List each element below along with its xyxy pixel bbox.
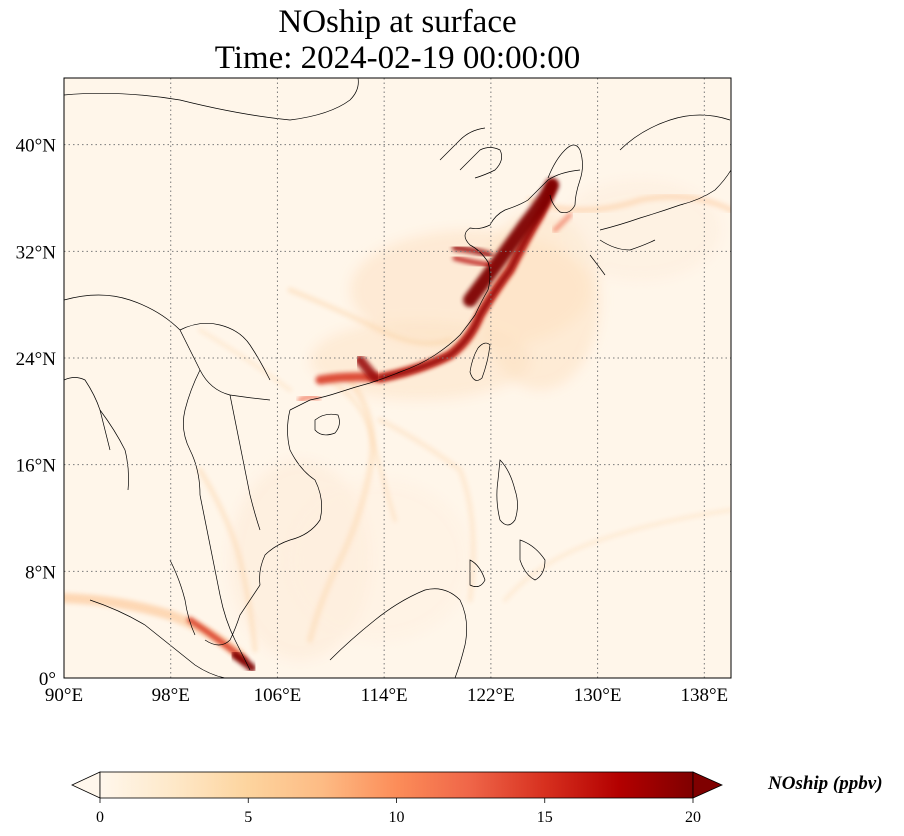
map-title-line-2: Time: 2024-02-19 00:00:00: [214, 40, 581, 76]
coastline-segment: [229, 394, 261, 531]
colorbar-extend-min: [71, 771, 101, 799]
coastline-segment: [99, 409, 129, 491]
map-plot-area: [64, 78, 731, 678]
lat-tick-label: 32°N: [16, 242, 57, 263]
colorbar-bar: [99, 771, 694, 799]
coastline-segment: [547, 144, 583, 214]
lon-tick-label: 98°E: [152, 685, 190, 706]
coastline-segment: [64, 78, 359, 121]
lat-tick-label: 40°N: [16, 136, 57, 157]
lat-tick-label: 16°N: [16, 456, 57, 477]
map-frame: [63, 77, 732, 679]
lat-tick-label: 8°N: [25, 562, 56, 583]
coastline-segment: [199, 494, 251, 671]
coastline-segment: [289, 169, 581, 411]
shipping-plume-intense: [355, 355, 380, 383]
coastline-segment: [314, 413, 340, 436]
lon-tick-label: 122°E: [467, 685, 515, 706]
shipping-plume: [377, 417, 476, 603]
coastline-segment: [519, 539, 546, 581]
shipping-plume: [328, 378, 397, 522]
shipping-plume: [198, 328, 292, 392]
coastline-segment: [469, 342, 491, 381]
map-title-line-1: NOship at surface: [278, 4, 517, 40]
coastline-segment: [469, 559, 486, 587]
colorbar-tick-label: 0: [96, 809, 104, 826]
longitude-tick-labels: 90°E 98°E 106°E 114°E 122°E 130°E 138°E: [45, 685, 728, 706]
colorbar-extend-max: [692, 771, 723, 799]
coastline-segment: [329, 588, 467, 678]
coastline-segment: [496, 459, 518, 526]
shipping-plume: [197, 467, 258, 653]
coastline-segment: [169, 559, 196, 636]
coastline-segment: [179, 323, 271, 381]
colorbar-label: NOship (ppbv): [767, 773, 883, 794]
coastline-segment: [89, 599, 226, 678]
shipping-plume-intense: [452, 245, 493, 258]
shipping-plume-intense: [231, 651, 256, 672]
shipping-plume-intense: [552, 212, 573, 233]
colorbar: 0 5 10 15 20 NOship (ppbv): [71, 771, 883, 826]
lon-tick-label: 90°E: [45, 685, 83, 706]
coastline-segment: [459, 147, 502, 179]
coastlines: [64, 78, 731, 678]
coastline-segment: [259, 409, 322, 586]
colorbar-tick-label: 20: [685, 809, 701, 826]
colorbar-tick-label: 10: [389, 809, 405, 826]
lon-tick-label: 106°E: [254, 685, 302, 706]
colorbar-ticks: 0 5 10 15 20: [96, 798, 701, 826]
gridlines: [64, 78, 731, 678]
colorbar-tick-label: 5: [244, 809, 252, 826]
shipping-plume-intense: [452, 255, 493, 268]
coastline-segment: [64, 377, 111, 451]
coastline-segment: [439, 127, 486, 161]
coastline-segment: [619, 114, 731, 151]
coastline-segment: [589, 254, 606, 276]
shipping-plume: [307, 377, 376, 643]
coastline-segment: [183, 369, 201, 496]
lon-tick-label: 130°E: [574, 685, 622, 706]
shipping-plume-intense: [463, 178, 559, 307]
colorbar-tick-label: 15: [537, 809, 553, 826]
latitude-tick-labels: 0° 8°N 16°N 24°N 32°N 40°N: [16, 136, 57, 690]
lon-tick-label: 114°E: [361, 685, 408, 706]
coastline-segment: [599, 239, 656, 251]
coastline-segment: [64, 294, 271, 401]
lat-tick-label: 24°N: [16, 349, 57, 370]
lon-tick-label: 138°E: [680, 685, 728, 706]
coastline-segment: [599, 169, 731, 231]
lat-tick-label: 0°: [39, 669, 56, 690]
shipping-plume-intense: [297, 394, 321, 403]
coastline-segment: [204, 584, 261, 646]
shipping-plume: [287, 287, 453, 346]
